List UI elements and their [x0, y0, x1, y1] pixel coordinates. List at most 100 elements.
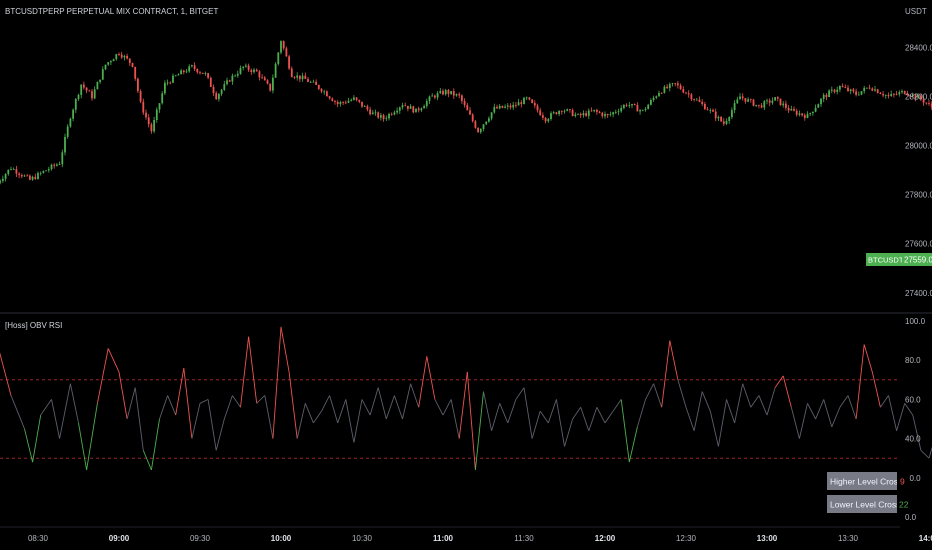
candle-body [398, 107, 401, 111]
candle-body [749, 99, 752, 101]
price-tag-value-bg [902, 253, 932, 266]
obv-rsi-segment [69, 383, 79, 424]
candle-body [115, 54, 118, 60]
obv-rsi-segment [288, 371, 298, 439]
candle-body [7, 169, 10, 175]
candle-body [801, 113, 803, 116]
candle-body [336, 101, 339, 105]
obv-rsi-segment [272, 326, 282, 439]
candle-body [655, 96, 658, 98]
candle-body [658, 92, 660, 97]
obv-rsi-segment [653, 383, 663, 408]
candle-body [693, 99, 695, 100]
candle-body [758, 104, 760, 106]
candle-body [134, 66, 137, 79]
candle-body [836, 89, 839, 92]
candle-body [10, 169, 12, 170]
price-pane[interactable]: BTCUSDTPERP PERPETUAL MIX CONTRACT, 1, B… [0, 7, 932, 275]
obv-rsi-segment [815, 399, 825, 420]
candle-body [830, 89, 833, 91]
candle-body [569, 109, 571, 111]
candle-body [582, 113, 585, 116]
obv-rsi-segment [369, 387, 379, 416]
obv-rsi-segment [159, 395, 169, 420]
candle-body [1, 178, 4, 181]
candle-body [26, 175, 29, 177]
candle-body [585, 113, 587, 116]
candle-body [709, 109, 712, 111]
candle-body [555, 112, 558, 115]
obv-rsi-segment [685, 407, 695, 431]
candle-body [263, 77, 266, 81]
candle-body [104, 64, 107, 70]
candle-body [161, 93, 164, 104]
candle-body [849, 89, 852, 92]
candle-body [633, 104, 636, 106]
candle-body [855, 91, 857, 95]
candle-body [382, 115, 385, 120]
candle-body [320, 88, 323, 92]
candle-body [20, 174, 23, 177]
candle-body [344, 102, 347, 104]
candle-body [180, 70, 182, 75]
candle-body [223, 84, 226, 90]
candle-body [574, 114, 577, 117]
legend-higher-bg [827, 472, 897, 490]
candle-body [598, 111, 601, 113]
obv-rsi-segment [880, 395, 889, 408]
obv-rsi-segment [693, 391, 703, 431]
obv-rsi-segment [734, 383, 744, 424]
candle-body [285, 48, 288, 57]
candle-body [720, 116, 722, 122]
candle-body [868, 87, 871, 89]
candle-body [606, 114, 609, 116]
obv-rsi-segment [377, 387, 387, 420]
obv-rsi-segment [888, 395, 898, 431]
indicator-tick-label: 40.0 [905, 435, 921, 444]
obv-rsi-segment [669, 340, 679, 380]
price-tick-label: 28000.0 [905, 142, 932, 151]
candle-body [903, 91, 906, 94]
candle-body [744, 98, 747, 102]
candle-body [231, 75, 234, 82]
time-axis[interactable]: 08:30 09:00 09:30 10:00 10:30 11:00 11:30 12:00… [28, 534, 932, 543]
candle-body [47, 169, 50, 171]
candle-body [509, 105, 512, 108]
candle-body [137, 78, 139, 92]
candle-body [704, 104, 706, 110]
obv-rsi-segment [839, 395, 849, 408]
candle-body [212, 86, 215, 94]
obv-rsi-segment [564, 418, 574, 447]
candle-body [434, 95, 436, 98]
candle-body [409, 106, 412, 109]
candle-body [474, 121, 477, 128]
candle-body [247, 65, 250, 70]
candle-body [417, 108, 420, 111]
obv-rsi-segment [701, 391, 711, 412]
candle-body [647, 104, 650, 110]
candle-body [857, 94, 860, 96]
candle-body [841, 86, 844, 88]
candle-body [760, 105, 763, 108]
candle-body [590, 110, 593, 112]
candle-body [355, 97, 358, 100]
candle-body [393, 112, 396, 115]
indicator-pane[interactable]: [Hoss] OBV RSI 100.080.060.040.020.00.0 … [0, 317, 932, 522]
obv-rsi-segment [40, 399, 52, 416]
obv-rsi-segment [580, 407, 590, 431]
candle-body [644, 109, 647, 110]
price-axis[interactable]: USDT 28400.0 28200.0 28000.0 27800.0 27600.0… [866, 7, 932, 298]
obv-rsi-segment [442, 399, 452, 416]
candle-body [536, 105, 539, 111]
obv-rsi-segment [474, 391, 484, 471]
candle-body [56, 164, 58, 166]
candle-body [898, 92, 901, 95]
candle-body [463, 101, 466, 105]
candle-body [512, 104, 515, 108]
candle-body [914, 94, 917, 99]
candle-body [201, 72, 204, 74]
candle-body [12, 169, 15, 170]
candle-body [245, 65, 247, 67]
candle-body [323, 91, 326, 93]
candle-body [852, 89, 855, 92]
